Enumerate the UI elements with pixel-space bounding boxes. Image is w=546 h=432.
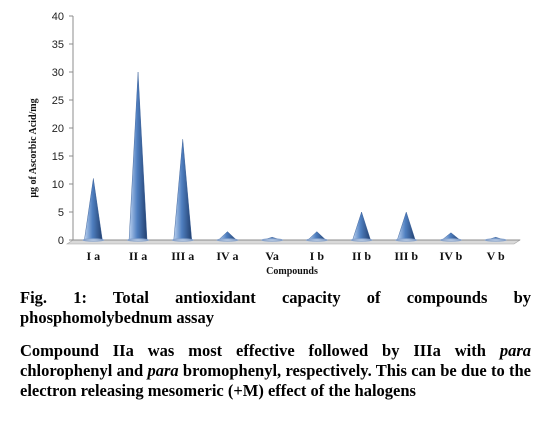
- cone-base: [171, 238, 194, 242]
- y-tick-label: 30: [52, 67, 64, 79]
- note-segment: bromophenyl, respectively. This can be d…: [20, 361, 531, 400]
- x-tick-label: Va: [265, 249, 279, 263]
- antioxidant-cone-chart: 0 5 10 15 20 25 30 35 40 I a II a III a IV a Va I b II …: [28, 11, 521, 277]
- cone-base: [439, 238, 462, 242]
- cone-base: [484, 238, 507, 242]
- note-segment: chlorophenyl and: [20, 361, 148, 380]
- x-tick-label: III a: [171, 249, 194, 263]
- x-tick-label: II a: [129, 249, 147, 263]
- x-tick-label: I a: [87, 249, 101, 263]
- y-tick-label: 35: [52, 39, 64, 51]
- x-tick-label: II b: [352, 249, 371, 263]
- y-tick-label: 10: [52, 179, 64, 191]
- cone-bar: [84, 178, 103, 241]
- figure-caption: Fig. 1: Total antioxidant capacity of co…: [20, 288, 531, 327]
- x-axis-title: Compounds: [266, 266, 318, 277]
- note-segment: Compound IIa was most effective followed…: [20, 341, 500, 360]
- cone-base: [82, 238, 105, 242]
- y-tick-label: 15: [52, 151, 64, 163]
- cone-base: [305, 238, 328, 242]
- cone-base: [395, 238, 418, 242]
- y-tick-label: 20: [52, 123, 64, 135]
- cone-base: [127, 238, 150, 242]
- x-tick-label: IV a: [216, 249, 238, 263]
- cone-base: [350, 238, 373, 242]
- note-segment: para: [499, 341, 531, 360]
- y-tick-label: 40: [52, 11, 64, 23]
- cone-bar: [352, 211, 371, 241]
- cone-bar: [128, 71, 148, 241]
- plot-area: 0 5 10 15 20 25 30 35 40 I a II a III a IV a Va I b II …: [52, 11, 521, 263]
- y-tick-label: 5: [58, 207, 64, 219]
- x-tick-label: I b: [310, 249, 325, 263]
- y-axis-title: μg of Ascorbic Acid/mg: [28, 98, 39, 197]
- cone-bar: [173, 139, 192, 241]
- y-tick-label: 25: [52, 95, 64, 107]
- cone-base: [216, 238, 239, 242]
- result-note: Compound IIa was most effective followed…: [20, 341, 531, 401]
- x-tick-label: V b: [487, 249, 505, 263]
- cone-bar: [396, 211, 416, 241]
- y-tick-label: 0: [58, 235, 64, 247]
- cone-base: [261, 238, 284, 242]
- note-segment: para: [147, 361, 179, 380]
- x-tick-label: III b: [394, 249, 418, 263]
- x-tick-label: IV b: [440, 249, 463, 263]
